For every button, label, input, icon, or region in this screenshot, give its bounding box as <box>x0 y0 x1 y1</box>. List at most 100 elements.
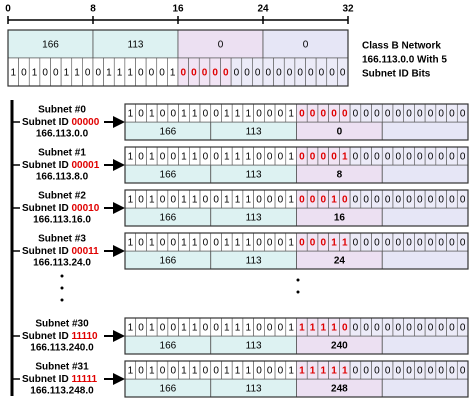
bit: 0 <box>160 195 166 206</box>
bit: 1 <box>192 109 198 120</box>
octet-cell <box>381 207 469 227</box>
octet-value: 24 <box>334 256 346 267</box>
bit: 1 <box>181 323 187 334</box>
bit: 0 <box>374 238 380 249</box>
bit: 0 <box>374 323 380 334</box>
bit: 0 <box>417 323 423 334</box>
bit: 1 <box>149 238 155 249</box>
bit: 0 <box>21 68 27 79</box>
bit: 1 <box>181 366 187 377</box>
bit: 0 <box>417 195 423 206</box>
bit: 1 <box>342 238 348 249</box>
bit: 0 <box>396 195 402 206</box>
bit: 0 <box>138 68 144 79</box>
bit: 1 <box>245 366 251 377</box>
bit: 0 <box>170 366 176 377</box>
bit: 0 <box>449 238 455 249</box>
bit: 0 <box>449 152 455 163</box>
bit: 1 <box>235 109 241 120</box>
bit: 1 <box>74 68 80 79</box>
octet-value: 113 <box>246 256 262 267</box>
bit: 0 <box>85 68 91 79</box>
bit: 1 <box>331 323 337 334</box>
subnet-label: Subnet #30 <box>35 319 89 330</box>
bit: 0 <box>460 152 466 163</box>
block-border <box>124 317 469 355</box>
bit: 0 <box>396 109 402 120</box>
block-border <box>124 189 469 227</box>
bit: 1 <box>127 68 133 79</box>
octet-cell <box>381 121 469 141</box>
bit: 1 <box>310 323 316 334</box>
bit: 1 <box>245 238 251 249</box>
bit: 1 <box>64 68 70 79</box>
bit: 0 <box>299 238 305 249</box>
subnet-id-label: Subnet ID <box>22 117 69 128</box>
bit: 0 <box>363 238 369 249</box>
bit: 0 <box>406 366 412 377</box>
bit: 0 <box>267 109 273 120</box>
bit: 1 <box>224 323 230 334</box>
subnet-id: 00000 <box>71 117 99 128</box>
ruler-label: 24 <box>257 4 269 15</box>
bit: 0 <box>287 68 293 79</box>
subnet-id: 00001 <box>71 160 99 171</box>
octet-value: 166 <box>160 127 177 138</box>
octet-cell <box>381 250 469 270</box>
bit: 0 <box>321 195 327 206</box>
bit: 0 <box>406 238 412 249</box>
subnet-id: 11110 <box>71 331 98 342</box>
octet-value: 166 <box>160 256 177 267</box>
bit: 0 <box>342 195 348 206</box>
block-border <box>124 360 469 398</box>
bit: 0 <box>340 68 346 79</box>
bit: 0 <box>363 323 369 334</box>
bit: 0 <box>203 366 209 377</box>
bit: 0 <box>363 366 369 377</box>
bit: 0 <box>160 366 166 377</box>
bit: 0 <box>374 195 380 206</box>
bit: 0 <box>438 152 444 163</box>
subnet-address: 166.113.16.0 <box>33 215 91 226</box>
bit: 1 <box>181 195 187 206</box>
bit: 0 <box>267 323 273 334</box>
octet-cell <box>381 378 469 398</box>
bit: 1 <box>288 366 294 377</box>
bit: 1 <box>149 152 155 163</box>
bit: 0 <box>438 195 444 206</box>
bit: 1 <box>224 366 230 377</box>
bit: 0 <box>181 68 187 79</box>
bit: 0 <box>138 152 144 163</box>
bit: 1 <box>321 366 327 377</box>
bit: 1 <box>149 366 155 377</box>
bit: 1 <box>245 152 251 163</box>
bit: 0 <box>256 366 262 377</box>
bit: 1 <box>149 109 155 120</box>
bit: 0 <box>363 109 369 120</box>
bit: 1 <box>181 109 187 120</box>
bit: 1 <box>128 152 134 163</box>
bit: 1 <box>342 366 348 377</box>
bit: 0 <box>449 366 455 377</box>
bit: 1 <box>224 109 230 120</box>
bit: 0 <box>160 109 166 120</box>
octet-value: 166 <box>160 170 177 181</box>
bit: 0 <box>428 238 434 249</box>
bit: 0 <box>353 323 359 334</box>
bit: 0 <box>212 68 218 79</box>
ruler-label: 16 <box>172 4 184 15</box>
bit: 0 <box>160 238 166 249</box>
bit: 1 <box>299 366 305 377</box>
bit: 1 <box>170 68 176 79</box>
bit: 0 <box>417 366 423 377</box>
bit: 0 <box>276 68 282 79</box>
bit: 0 <box>299 109 305 120</box>
bit: 0 <box>138 195 144 206</box>
bit: 0 <box>310 109 316 120</box>
bit: 0 <box>310 238 316 249</box>
octet-value: 113 <box>246 341 262 352</box>
bit: 0 <box>170 238 176 249</box>
bit: 0 <box>202 68 208 79</box>
bit: 1 <box>128 195 134 206</box>
bit: 0 <box>396 152 402 163</box>
